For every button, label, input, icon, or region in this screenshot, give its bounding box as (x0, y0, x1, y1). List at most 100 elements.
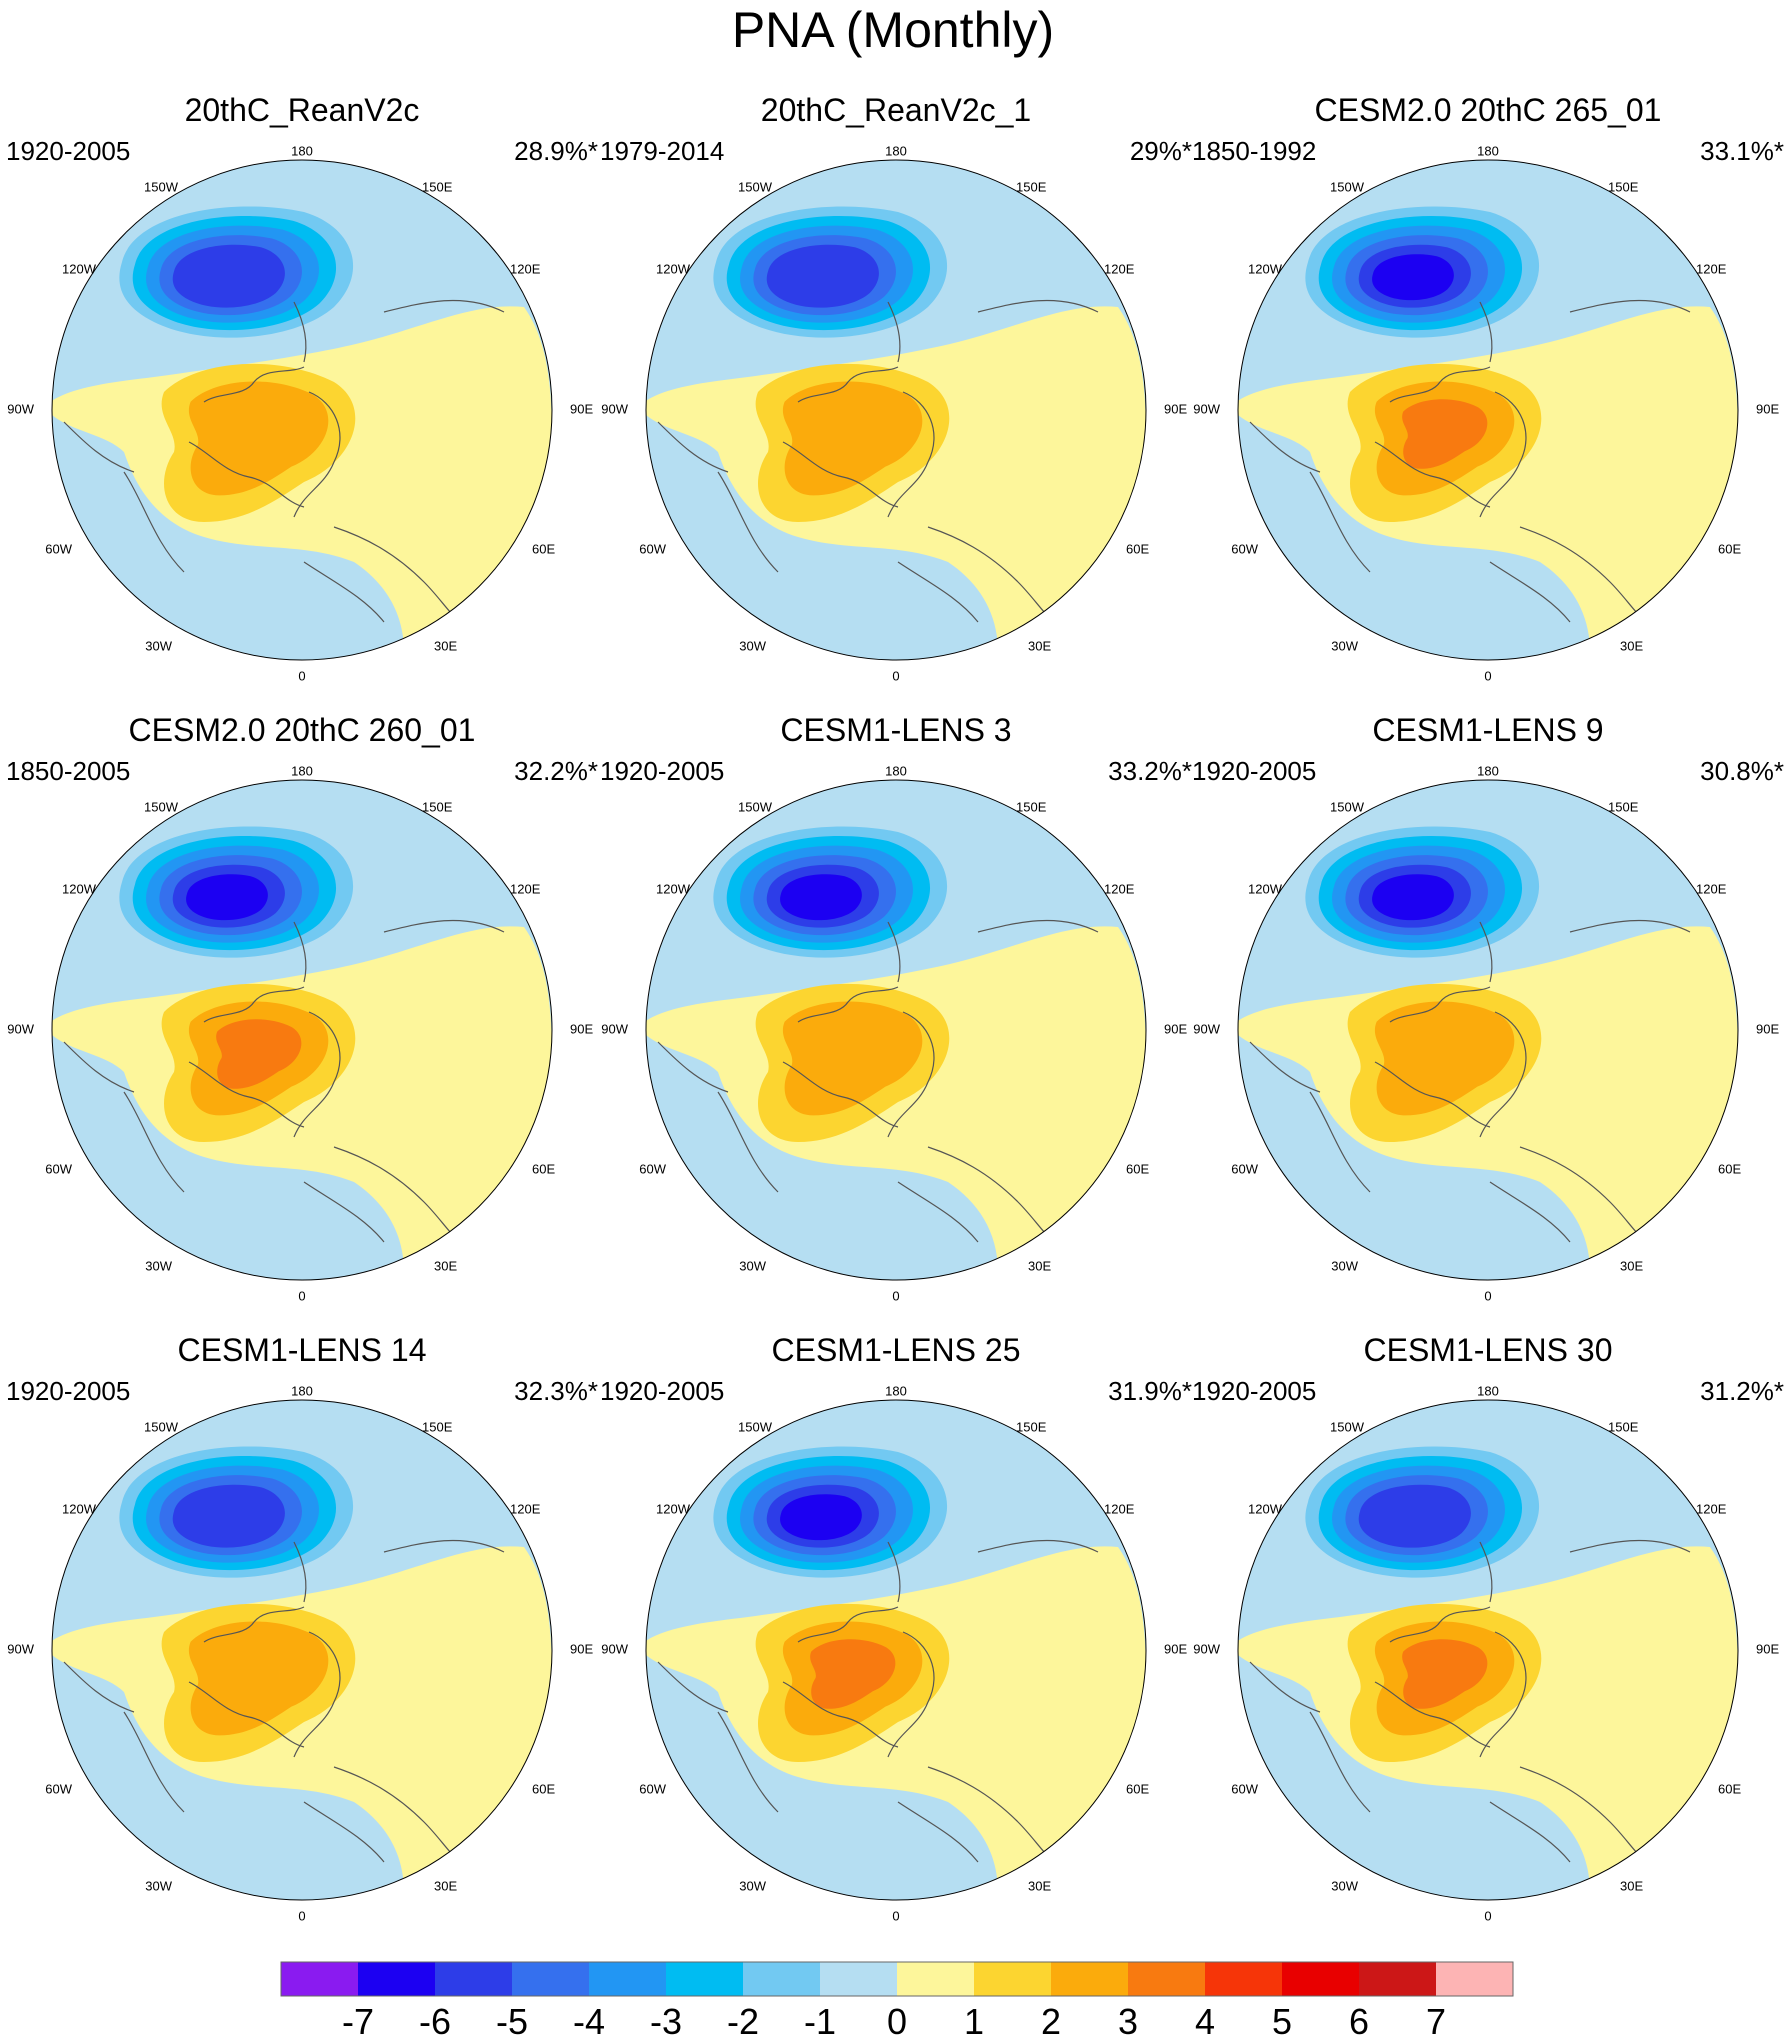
longitude-label: 60E (1718, 1161, 1741, 1176)
longitude-label: 180 (1477, 1383, 1499, 1398)
panel-percent: 33.1%* (1700, 136, 1784, 166)
coastline (293, 1631, 341, 1758)
colorbar-tick-label: 5 (1272, 2001, 1292, 2042)
longitude-label: 0 (1484, 1908, 1491, 1923)
colorbar-swatch (1128, 1962, 1205, 1996)
longitude-label: 0 (892, 1908, 899, 1923)
coastline (303, 561, 385, 623)
contour-layer (646, 160, 1146, 660)
panel-percent: 29%* (1129, 136, 1192, 166)
panel-period: 1920-2005 (6, 136, 131, 166)
high-contour (782, 1001, 923, 1116)
low-contour (780, 1494, 862, 1541)
coastline (1389, 986, 1491, 1023)
longitude-label: 90E (570, 1021, 593, 1036)
longitude-label: 90W (601, 1021, 628, 1036)
longitude-label: 30E (1028, 1878, 1051, 1893)
polar-map: 180 0 150W 150E 120W 120E 90W 90E 60W 60E 30W 30E (1193, 143, 1779, 683)
colorbar-swatch (1282, 1962, 1359, 1996)
map-outline (1237, 1399, 1739, 1901)
panel-title: CESM2.0 20thC 265_01 (1314, 92, 1662, 128)
longitude-label: 90E (570, 1641, 593, 1656)
map-outline (645, 159, 1147, 661)
longitude-label: 0 (298, 1908, 305, 1923)
contour-layer (646, 780, 1146, 1280)
longitude-label: 150W (738, 1419, 773, 1434)
colorbar-swatch (974, 1962, 1051, 1996)
longitude-label: 90E (1164, 1021, 1187, 1036)
longitude-label: 60E (1718, 541, 1741, 556)
longitude-label: 60W (45, 1781, 72, 1796)
longitude-label: 180 (1477, 763, 1499, 778)
longitude-label: 150E (1016, 179, 1047, 194)
polar-map: 180 0 150W 150E 120W 120E 90W 90E 60W 60E 30W 30E (601, 143, 1187, 683)
high-contour (1374, 1001, 1515, 1116)
longitude-label: 60E (1126, 1781, 1149, 1796)
coastline (657, 1661, 729, 1713)
map-outline (51, 779, 553, 1281)
coastline (123, 471, 185, 573)
coastline (203, 986, 305, 1023)
panel-period: 1920-2005 (600, 1376, 725, 1406)
longitude-label: 150E (422, 1419, 453, 1434)
low-contour (186, 874, 268, 921)
coastline (1569, 299, 1691, 313)
longitude-label: 30E (434, 1878, 457, 1893)
longitude-label: 60E (1126, 541, 1149, 556)
longitude-label: 60E (532, 1161, 555, 1176)
longitude-label: 90W (1193, 401, 1220, 416)
low-contour (172, 244, 285, 308)
coastline (887, 921, 901, 983)
panel-percent: 28.9%* (514, 136, 598, 166)
colorbar: -7 -6 -5 -4 -3 -2 -1 0 1 2 3 4 5 6 7 (280, 1961, 1514, 2042)
coastlines (657, 919, 1099, 1253)
longitude-label: 0 (892, 1288, 899, 1303)
longitude-label: 120E (510, 881, 541, 896)
longitude-label: 90W (7, 401, 34, 416)
contour-layer (1238, 780, 1738, 1280)
longitude-label: 30W (145, 1258, 172, 1273)
coastline (188, 1061, 305, 1128)
panel-title: 20thC_ReanV2c_1 (760, 92, 1032, 128)
coastlines (63, 1539, 505, 1873)
longitude-label: 150W (144, 179, 179, 194)
longitude-label: 60E (532, 1781, 555, 1796)
polar-map: 180 0 150W 150E 120W 120E 90W 90E 60W 60E 30W 30E (7, 143, 593, 683)
map-outline (645, 1399, 1147, 1901)
coastline (1249, 421, 1321, 473)
longitude-label: 30W (1331, 638, 1358, 653)
high-contour (810, 1639, 896, 1709)
longitude-label: 60E (1718, 1781, 1741, 1796)
coastline (782, 1061, 899, 1128)
panel-title: CESM1-LENS 14 (177, 1332, 427, 1368)
longitude-label: 60W (639, 1781, 666, 1796)
longitude-label: 30W (739, 638, 766, 653)
colorbar-tick-label: -6 (419, 2001, 451, 2042)
colorbar-swatch (358, 1962, 435, 1996)
longitude-label: 60W (45, 541, 72, 556)
panel-title: CESM1-LENS 25 (771, 1332, 1021, 1368)
colorbar-tick-label: 0 (887, 2001, 907, 2042)
map-panel: CESM1-LENS 9 1920-2005 30.8%* 180 0 150W 15… (1190, 712, 1786, 1332)
coastline (303, 1181, 385, 1243)
longitude-label: 120E (510, 261, 541, 276)
longitude-label: 120W (62, 1501, 97, 1516)
map-panel: 20thC_ReanV2c_1 1979-2014 29%* 180 0 150W 1… (598, 92, 1194, 712)
colorbar-tick-label: 3 (1118, 2001, 1138, 2042)
coastline (887, 1631, 935, 1758)
contour-layer (52, 780, 552, 1280)
contour-layer (52, 1400, 552, 1900)
panel-period: 1920-2005 (6, 1376, 131, 1406)
longitude-label: 60W (639, 541, 666, 556)
longitude-label: 120E (1696, 1501, 1727, 1516)
coastline (1309, 1711, 1371, 1813)
longitude-label: 30W (145, 638, 172, 653)
longitude-label: 30E (1028, 1258, 1051, 1273)
longitude-label: 180 (885, 143, 907, 158)
longitude-label: 90W (601, 1641, 628, 1656)
coastline (188, 1681, 305, 1748)
low-contour (1358, 1484, 1471, 1548)
longitude-label: 150E (1016, 799, 1047, 814)
coastline (887, 1011, 935, 1138)
longitude-label: 150E (422, 179, 453, 194)
